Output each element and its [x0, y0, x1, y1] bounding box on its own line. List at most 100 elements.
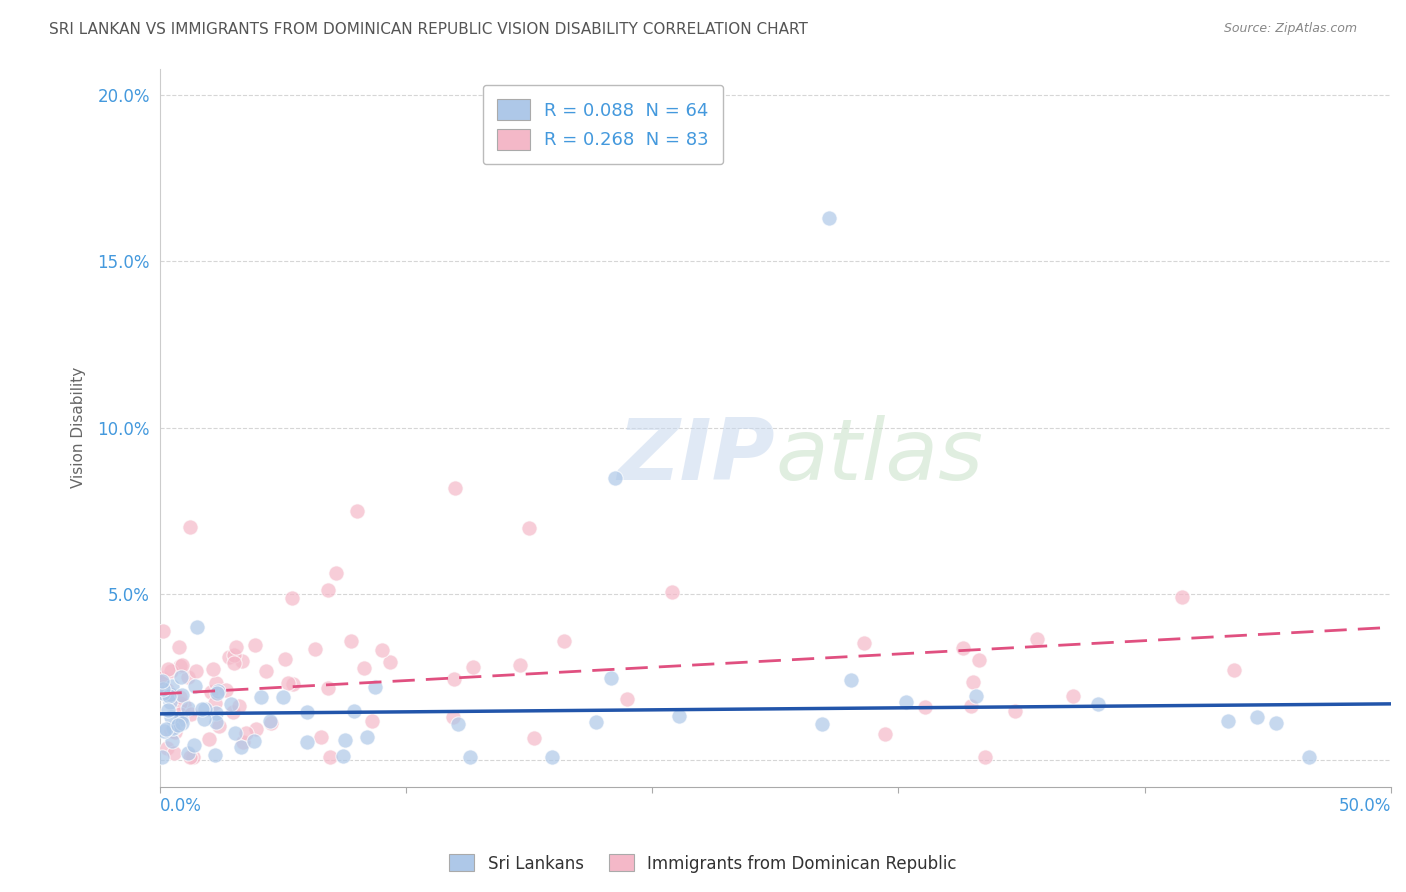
Point	[356, 731, 378, 745]
Point	[1298, 750, 1320, 764]
Point	[150, 674, 173, 689]
Point	[170, 688, 193, 702]
Point	[170, 715, 193, 730]
Text: Source: ZipAtlas.com: Source: ZipAtlas.com	[1223, 22, 1357, 36]
Point	[222, 705, 245, 719]
Point	[205, 686, 228, 700]
Point	[218, 649, 240, 664]
Point	[155, 740, 177, 755]
Point	[343, 704, 366, 718]
Point	[198, 732, 221, 747]
Point	[295, 734, 318, 748]
Point	[177, 670, 200, 684]
Point	[204, 706, 226, 721]
Point	[186, 620, 208, 634]
Point	[163, 746, 186, 760]
Point	[509, 657, 531, 672]
Point	[1171, 590, 1194, 604]
Point	[952, 641, 974, 656]
Point	[205, 676, 228, 690]
Point	[201, 662, 224, 676]
Point	[517, 520, 540, 534]
Point	[965, 689, 987, 703]
Point	[254, 665, 277, 679]
Point	[316, 583, 339, 598]
Point	[839, 673, 862, 688]
Point	[599, 671, 621, 685]
Point	[371, 642, 394, 657]
Point	[873, 727, 896, 741]
Point	[232, 734, 254, 748]
Point	[316, 681, 339, 695]
Point	[222, 648, 245, 663]
Point	[184, 664, 207, 678]
Point	[159, 695, 181, 709]
Point	[229, 739, 252, 754]
Point	[156, 683, 179, 698]
Point	[605, 471, 627, 485]
Point	[152, 724, 174, 739]
Point	[157, 689, 180, 703]
Point	[170, 658, 193, 673]
Point	[962, 675, 984, 690]
Point	[152, 686, 174, 700]
Point	[152, 682, 174, 697]
Text: ZIP: ZIP	[617, 415, 775, 498]
Point	[160, 709, 183, 723]
Point	[176, 701, 198, 715]
Point	[183, 750, 205, 764]
Point	[207, 684, 229, 698]
Point	[204, 696, 226, 710]
Point	[1026, 632, 1049, 646]
Point	[245, 638, 267, 652]
Y-axis label: Vision Disability: Vision Disability	[72, 368, 86, 489]
Point	[553, 634, 575, 648]
Point	[169, 690, 191, 704]
Point	[967, 653, 990, 667]
Point	[214, 683, 236, 698]
Point	[273, 690, 295, 704]
Point	[152, 680, 174, 694]
Point	[160, 723, 183, 738]
Point	[661, 584, 683, 599]
Point	[150, 673, 173, 688]
Point	[167, 718, 190, 732]
Point	[852, 636, 875, 650]
Point	[339, 634, 361, 648]
Point	[231, 654, 253, 668]
Point	[177, 746, 200, 760]
Point	[163, 724, 186, 739]
Point	[159, 686, 181, 700]
Point	[1265, 716, 1288, 731]
Point	[222, 656, 245, 670]
Point	[304, 642, 326, 657]
Point	[1223, 663, 1246, 677]
Point	[235, 725, 257, 739]
Point	[332, 749, 354, 764]
Point	[297, 705, 319, 719]
Point	[180, 706, 202, 721]
Legend: Sri Lankans, Immigrants from Dominican Republic: Sri Lankans, Immigrants from Dominican R…	[443, 847, 963, 880]
Point	[914, 699, 936, 714]
Point	[309, 730, 332, 744]
Point	[160, 734, 183, 748]
Point	[616, 691, 638, 706]
Point	[225, 640, 247, 654]
Point	[541, 750, 564, 764]
Point	[169, 659, 191, 673]
Text: 0.0%: 0.0%	[159, 797, 201, 815]
Point	[274, 651, 297, 665]
Point	[380, 655, 402, 669]
Point	[1087, 697, 1109, 711]
Point	[208, 719, 231, 733]
Point	[460, 750, 482, 764]
Point	[179, 750, 201, 764]
Point	[160, 679, 183, 693]
Point	[159, 665, 181, 679]
Point	[463, 659, 485, 673]
Point	[193, 712, 215, 726]
Text: SRI LANKAN VS IMMIGRANTS FROM DOMINICAN REPUBLIC VISION DISABILITY CORRELATION C: SRI LANKAN VS IMMIGRANTS FROM DOMINICAN …	[49, 22, 808, 37]
Point	[205, 715, 228, 730]
Point	[668, 708, 690, 723]
Point	[150, 750, 173, 764]
